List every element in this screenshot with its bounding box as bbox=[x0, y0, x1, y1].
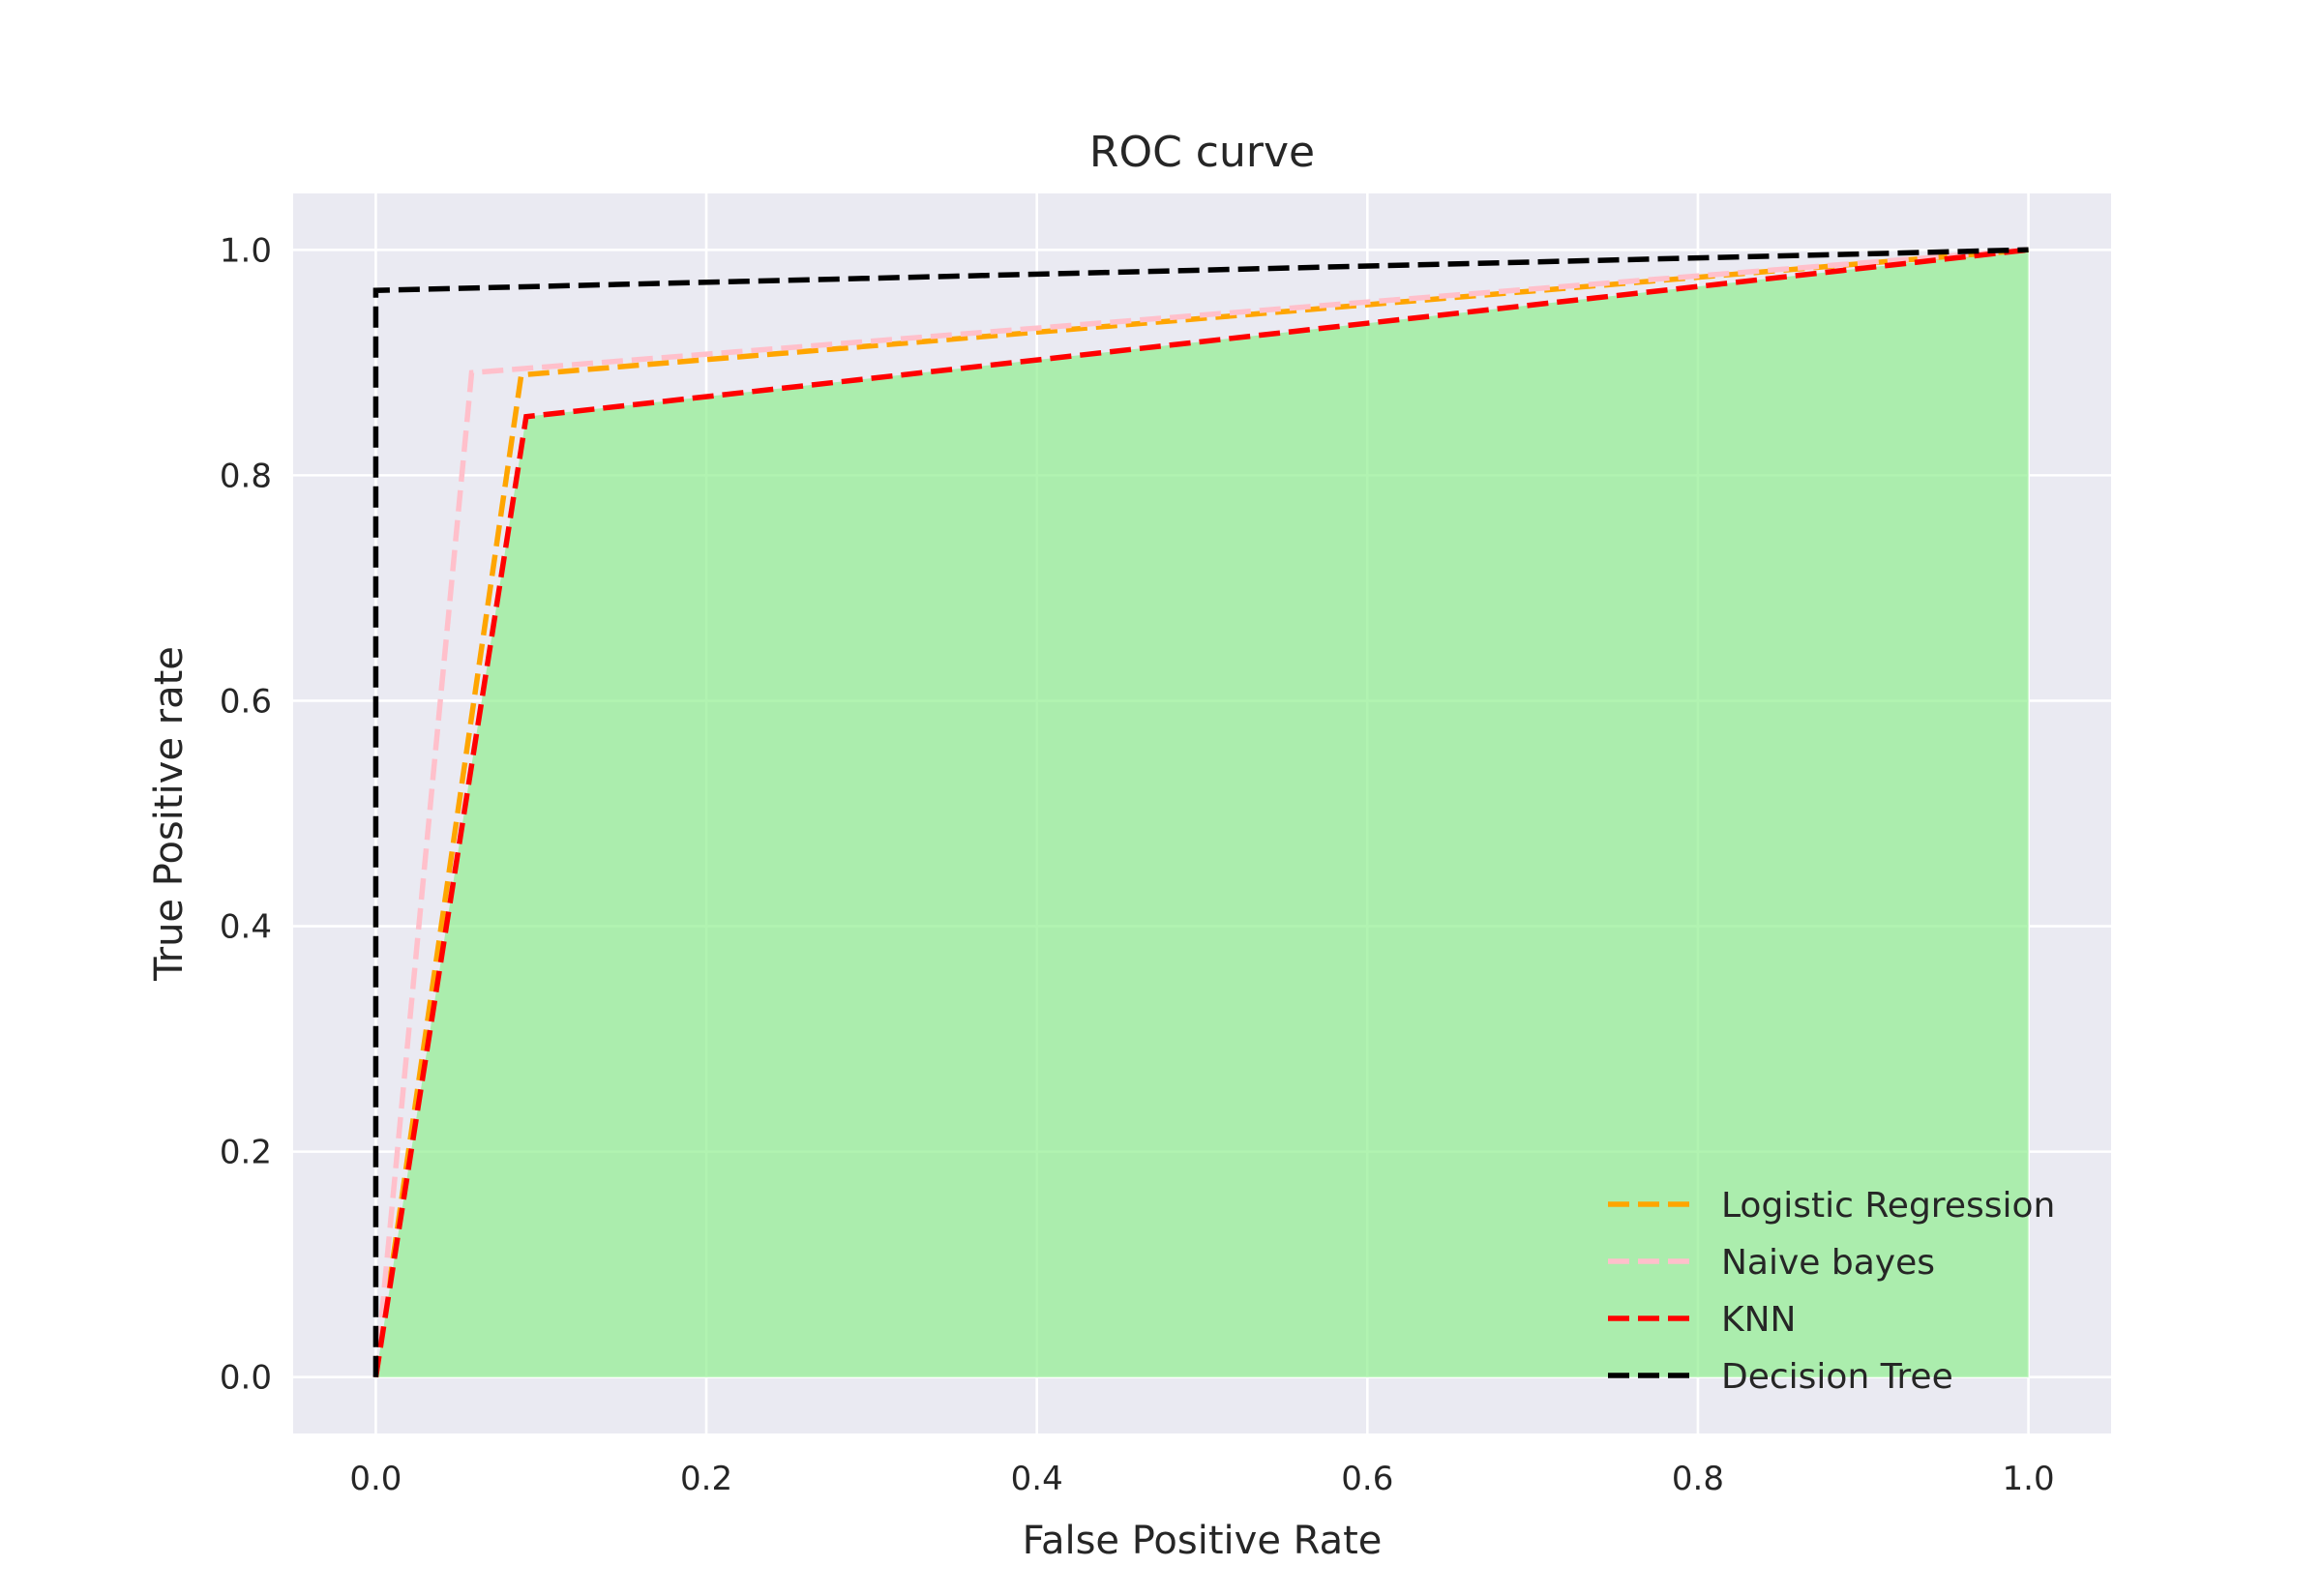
x-tick-label: 0.6 bbox=[1341, 1460, 1393, 1498]
x-tick-label: 0.4 bbox=[1011, 1460, 1063, 1498]
chart-title: ROC curve bbox=[1089, 128, 1315, 177]
legend: Logistic Regression Naive bayes KNN Decisio… bbox=[1608, 1186, 2055, 1397]
x-tick-label: 0.0 bbox=[349, 1460, 402, 1498]
area-under-curve bbox=[375, 250, 2029, 1377]
x-tick-label: 0.8 bbox=[1672, 1460, 1724, 1498]
x-axis-label: False Positive Rate bbox=[1023, 1519, 1383, 1563]
y-axis-label: True Positive rate bbox=[147, 646, 192, 982]
series-line-knn bbox=[372, 247, 2029, 1378]
y-tick-label: 0.8 bbox=[220, 457, 272, 495]
y-tick-label: 0.0 bbox=[220, 1359, 272, 1398]
series-layer bbox=[372, 247, 2029, 1378]
series-line-naive-bayes bbox=[372, 247, 2029, 1377]
y-tick-label: 1.0 bbox=[220, 231, 272, 270]
series-line-logistic-regression bbox=[372, 247, 2029, 1378]
fill-layer bbox=[375, 250, 2029, 1377]
y-tick-label: 0.6 bbox=[220, 682, 272, 721]
legend-label-logistic-regression: Logistic Regression bbox=[1721, 1186, 2055, 1226]
y-tick-label: 0.4 bbox=[220, 908, 272, 947]
x-tick-label: 1.0 bbox=[2003, 1460, 2055, 1498]
x-tick-label: 0.2 bbox=[680, 1460, 732, 1498]
series-line-decision-tree bbox=[372, 247, 2029, 1377]
y-tick-label: 0.2 bbox=[220, 1134, 272, 1172]
tick-labels: 0.0 0.2 0.4 0.6 0.8 1.0 0.0 0.2 0.4 0.6 0.8 1.0 bbox=[220, 231, 2055, 1498]
legend-label-naive-bayes: Naive bayes bbox=[1721, 1243, 1935, 1283]
legend-label-decision-tree: Decision Tree bbox=[1721, 1357, 1953, 1397]
legend-label-knn: KNN bbox=[1721, 1300, 1796, 1340]
